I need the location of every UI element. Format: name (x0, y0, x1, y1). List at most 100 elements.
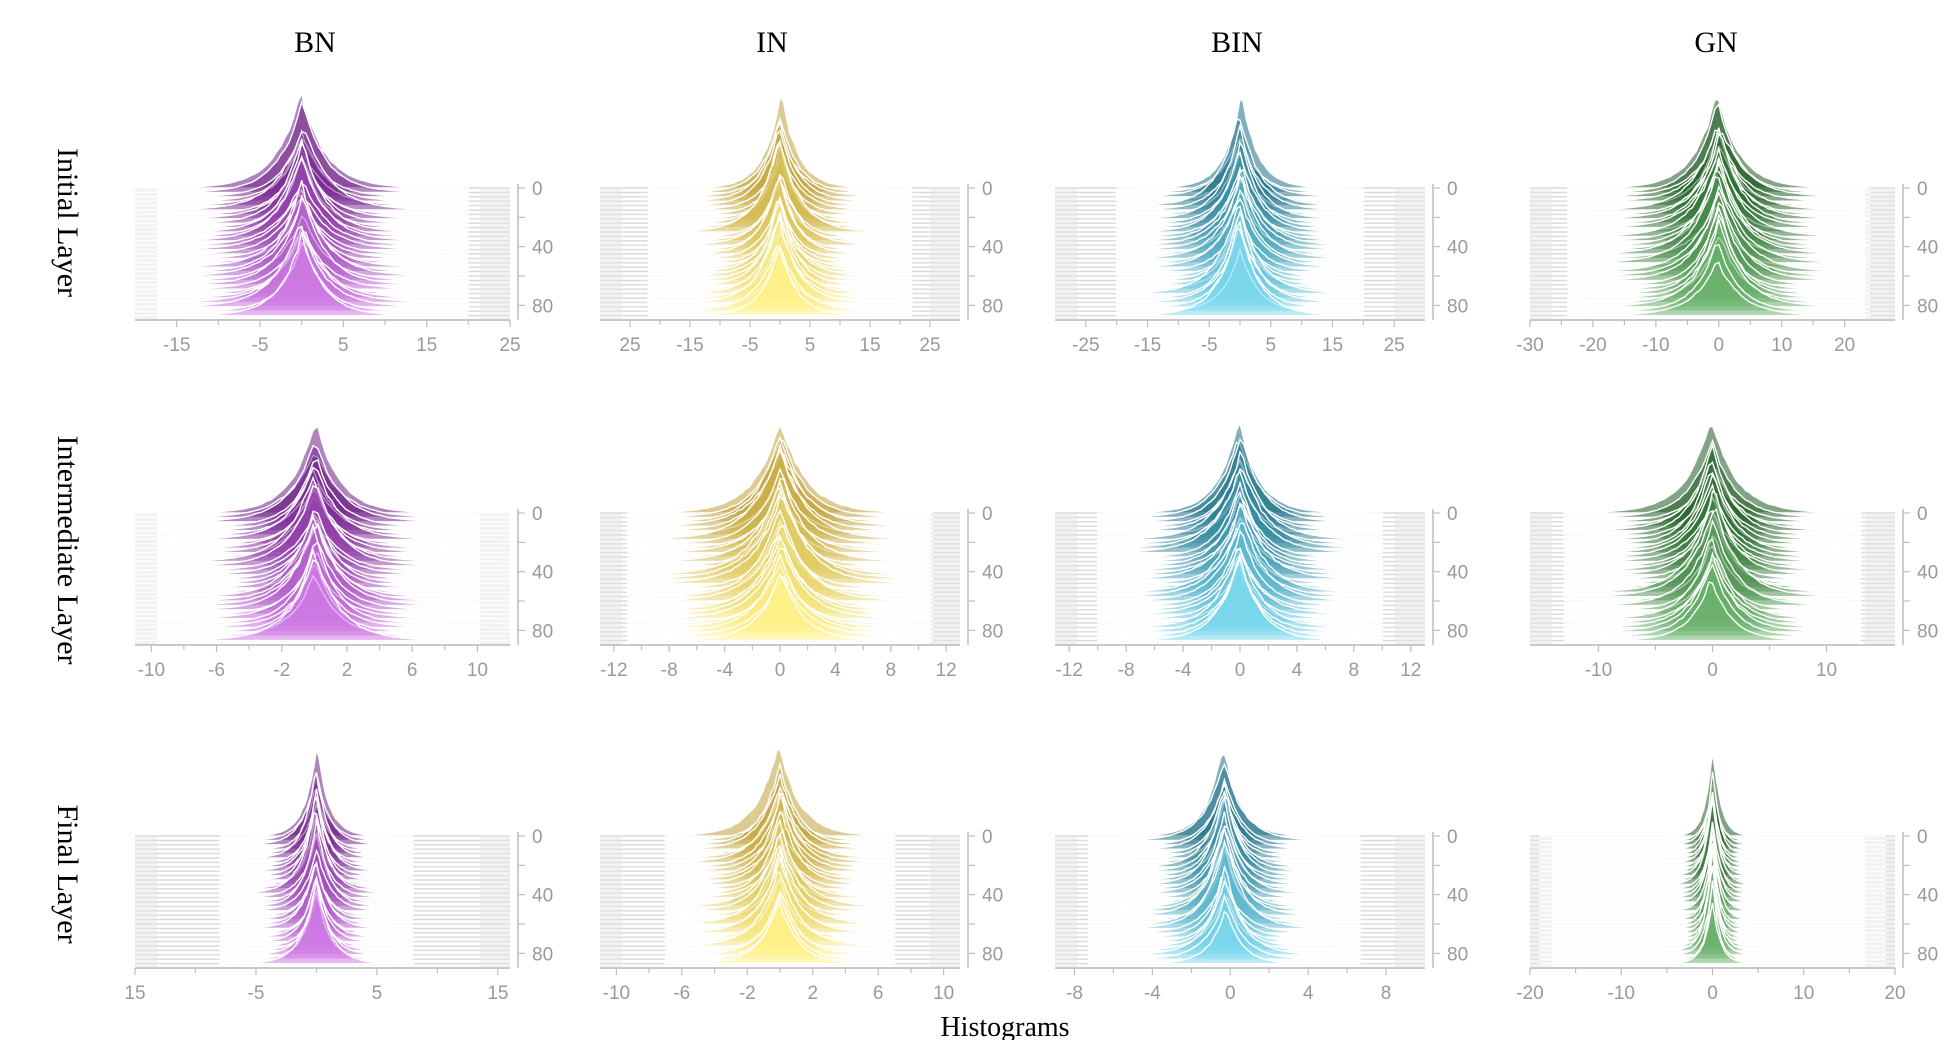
histogram-ridge (1564, 581, 1861, 642)
right-edge-band (1395, 836, 1425, 968)
depth-tick-label: 80 (1917, 621, 1938, 642)
x-tick-label: -20 (1579, 335, 1606, 356)
x-tick-label: 20 (1884, 983, 1905, 1004)
left-edge-band (1055, 188, 1077, 320)
x-tick-label: 5 (338, 335, 349, 356)
left-edge-band (1055, 836, 1077, 968)
depth-tick-label: 40 (982, 563, 1003, 584)
histogram-ridge (1115, 227, 1365, 317)
x-tick-label: 20 (1834, 335, 1855, 356)
x-tick-label: -2 (273, 660, 290, 681)
x-tick-label: 25 (919, 335, 940, 356)
x-tick-label: 5 (805, 335, 816, 356)
column-title-bn: BN (294, 26, 336, 59)
right-edge-band (480, 188, 510, 320)
x-tick-label: 12 (1400, 660, 1421, 681)
x-tick-label: 15 (124, 983, 145, 1004)
left-edge-band (1530, 188, 1552, 320)
x-tick-label: -8 (1118, 660, 1135, 681)
depth-tick-label: 80 (982, 944, 1003, 965)
x-tick-label: 0 (1714, 335, 1725, 356)
histogram-ridge (627, 572, 933, 642)
x-tick-label: 6 (873, 983, 884, 1004)
x-tick-label: 4 (1292, 660, 1303, 681)
x-tick-label: -10 (1585, 660, 1612, 681)
depth-tick-label: 80 (1917, 296, 1938, 317)
x-tick-label: 15 (487, 983, 508, 1004)
depth-tick-label: 40 (1917, 563, 1938, 584)
x-tick-label: -10 (603, 983, 630, 1004)
left-edge-band (600, 513, 622, 645)
histogram-ridge (135, 231, 469, 317)
depth-tick-label: 0 (532, 504, 543, 525)
row-label-intermediate-layer: Intermediate Layer (51, 435, 84, 664)
right-edge-band (930, 513, 960, 645)
histogram-ridge (1096, 556, 1384, 642)
x-tick-label: -15 (1134, 335, 1161, 356)
panel-intermediate-layer-in: -12 -8 -4 0 4 8 12 0 40 80 (600, 423, 1003, 681)
depth-tick-label: 40 (1917, 886, 1938, 907)
x-tick-label: -15 (163, 335, 190, 356)
x-tick-label: -4 (716, 660, 733, 681)
panel-initial-layer-in: 25 -15 -5 5 15 25 0 40 80 (600, 96, 1003, 356)
x-tick-label: -8 (661, 660, 678, 681)
left-edge-band (600, 836, 622, 968)
depth-tick-label: 0 (1447, 179, 1458, 200)
depth-tick-label: 0 (1917, 179, 1928, 200)
depth-tick-label: 40 (532, 238, 553, 259)
depth-tick-label: 40 (532, 563, 553, 584)
right-edge-band (930, 188, 960, 320)
x-tick-label: 25 (619, 335, 640, 356)
depth-tick-label: 80 (1917, 944, 1938, 965)
depth-tick-label: 40 (532, 886, 553, 907)
x-tick-label: 0 (1235, 660, 1246, 681)
histogram-ridge (664, 900, 896, 965)
x-tick-label: 5 (1266, 335, 1277, 356)
x-tick-label: -10 (1642, 335, 1669, 356)
depth-tick-label: 0 (982, 504, 993, 525)
panel-intermediate-layer-gn: -10 0 10 0 40 80 (1530, 425, 1938, 681)
x-tick-label: 10 (1816, 660, 1837, 681)
x-tick-label: -10 (1608, 983, 1635, 1004)
x-tick-label: 10 (933, 983, 954, 1004)
depth-tick-label: 40 (1917, 238, 1938, 259)
depth-tick-label: 0 (982, 827, 993, 848)
histogram-ridge (218, 879, 414, 965)
column-title-gn: GN (1694, 26, 1737, 59)
depth-tick-label: 0 (1917, 504, 1928, 525)
x-tick-label: 0 (1225, 983, 1236, 1004)
x-tick-label: 15 (859, 335, 880, 356)
depth-tick-label: 0 (532, 179, 543, 200)
depth-tick-label: 80 (982, 621, 1003, 642)
x-tick-label: 4 (1303, 983, 1314, 1004)
x-tick-label: -5 (1201, 335, 1218, 356)
depth-tick-label: 80 (1447, 296, 1468, 317)
x-tick-label: 10 (1793, 983, 1814, 1004)
row-label-initial-layer: Initial Layer (51, 148, 84, 297)
histogram-ridge (1539, 902, 1886, 965)
x-tick-label: -6 (673, 983, 690, 1004)
right-edge-band (480, 836, 510, 968)
x-tick-label: 5 (372, 983, 383, 1004)
x-tick-label: 8 (1349, 660, 1360, 681)
depth-tick-label: 40 (1447, 563, 1468, 584)
x-tick-label: 0 (775, 660, 786, 681)
depth-tick-label: 40 (1447, 886, 1468, 907)
x-tick-label: 8 (1381, 983, 1392, 1004)
depth-tick-label: 40 (982, 238, 1003, 259)
panel-intermediate-layer-bin: -12 -8 -4 0 4 8 12 0 40 80 (1055, 421, 1468, 681)
x-tick-label: -10 (138, 660, 165, 681)
left-edge-band (1055, 513, 1077, 645)
right-edge-band (930, 836, 960, 968)
x-tick-label: -4 (1144, 983, 1161, 1004)
column-titles: BN IN BIN GN (294, 26, 1738, 59)
column-title-bin: BIN (1211, 26, 1263, 59)
x-tick-label: 10 (1771, 335, 1792, 356)
depth-tick-label: 0 (1447, 504, 1458, 525)
histogram-ridge (134, 559, 510, 642)
depth-tick-label: 0 (1447, 827, 1458, 848)
depth-tick-label: 40 (1447, 238, 1468, 259)
row-labels: Initial Layer Intermediate Layer Final Lay… (51, 148, 84, 944)
column-title-in: IN (756, 26, 788, 59)
